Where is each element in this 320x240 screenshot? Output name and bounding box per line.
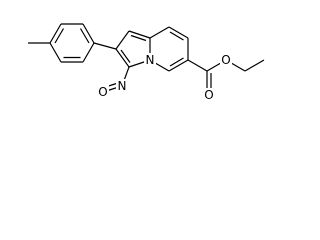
label-background	[144, 53, 156, 67]
label-background	[97, 85, 109, 99]
bond	[49, 23, 62, 44]
bond	[93, 42, 117, 50]
atom-labels: N N O O O	[97, 53, 232, 102]
atom-label: O	[98, 85, 107, 99]
atom-label: N	[146, 53, 155, 67]
atom-label: O	[221, 53, 230, 67]
bond	[82, 42, 95, 63]
bond	[82, 23, 95, 44]
label-background	[116, 79, 128, 93]
atom-label: N	[118, 79, 127, 93]
bond	[149, 26, 170, 39]
bond	[54, 28, 65, 44]
bond	[115, 30, 130, 50]
bond	[168, 26, 189, 39]
bond	[130, 34, 147, 42]
bond	[169, 57, 184, 67]
page: N N O O O (() => { const data = JSON.par…	[0, 0, 317, 108]
structure: N N O O O	[28, 23, 265, 102]
bond	[49, 42, 62, 63]
bond	[244, 59, 265, 72]
bond	[115, 48, 130, 68]
bond	[79, 28, 90, 44]
bond	[128, 30, 151, 39]
bond	[168, 59, 189, 72]
label-background	[220, 53, 232, 67]
bond	[120, 49, 131, 63]
bond	[169, 31, 184, 41]
label-background	[203, 88, 215, 102]
atom-label: O	[204, 88, 213, 102]
bond	[187, 59, 208, 72]
